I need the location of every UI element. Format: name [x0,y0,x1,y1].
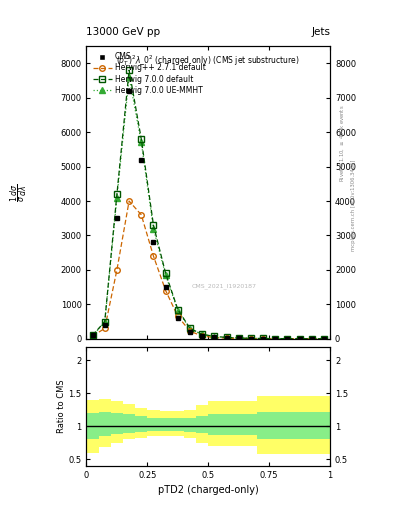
Text: 13000 GeV pp: 13000 GeV pp [86,27,161,37]
Legend: CMS, Herwig++ 2.7.1 default, Herwig 7.0.0 default, Herwig 7.0.0 UE-MMHT: CMS, Herwig++ 2.7.1 default, Herwig 7.0.… [90,50,208,97]
Text: mcplots.cern.ch [arXiv:1306.3436]: mcplots.cern.ch [arXiv:1306.3436] [351,159,356,250]
Y-axis label: $\frac{1}{\sigma}\frac{d\sigma}{d\lambda}$: $\frac{1}{\sigma}\frac{d\sigma}{d\lambda… [8,183,29,202]
Text: CMS_2021_I1920187: CMS_2021_I1920187 [191,283,256,289]
Text: $(p_T^D)^2\lambda\_0^2$ (charged only) (CMS jet substructure): $(p_T^D)^2\lambda\_0^2$ (charged only) (… [116,53,300,68]
Y-axis label: Ratio to CMS: Ratio to CMS [57,380,66,433]
X-axis label: pTD2 (charged-only): pTD2 (charged-only) [158,485,259,495]
Text: Jets: Jets [311,27,330,37]
Text: Rivet 3.1.10, $\geq$ 400k events: Rivet 3.1.10, $\geq$ 400k events [339,104,346,182]
